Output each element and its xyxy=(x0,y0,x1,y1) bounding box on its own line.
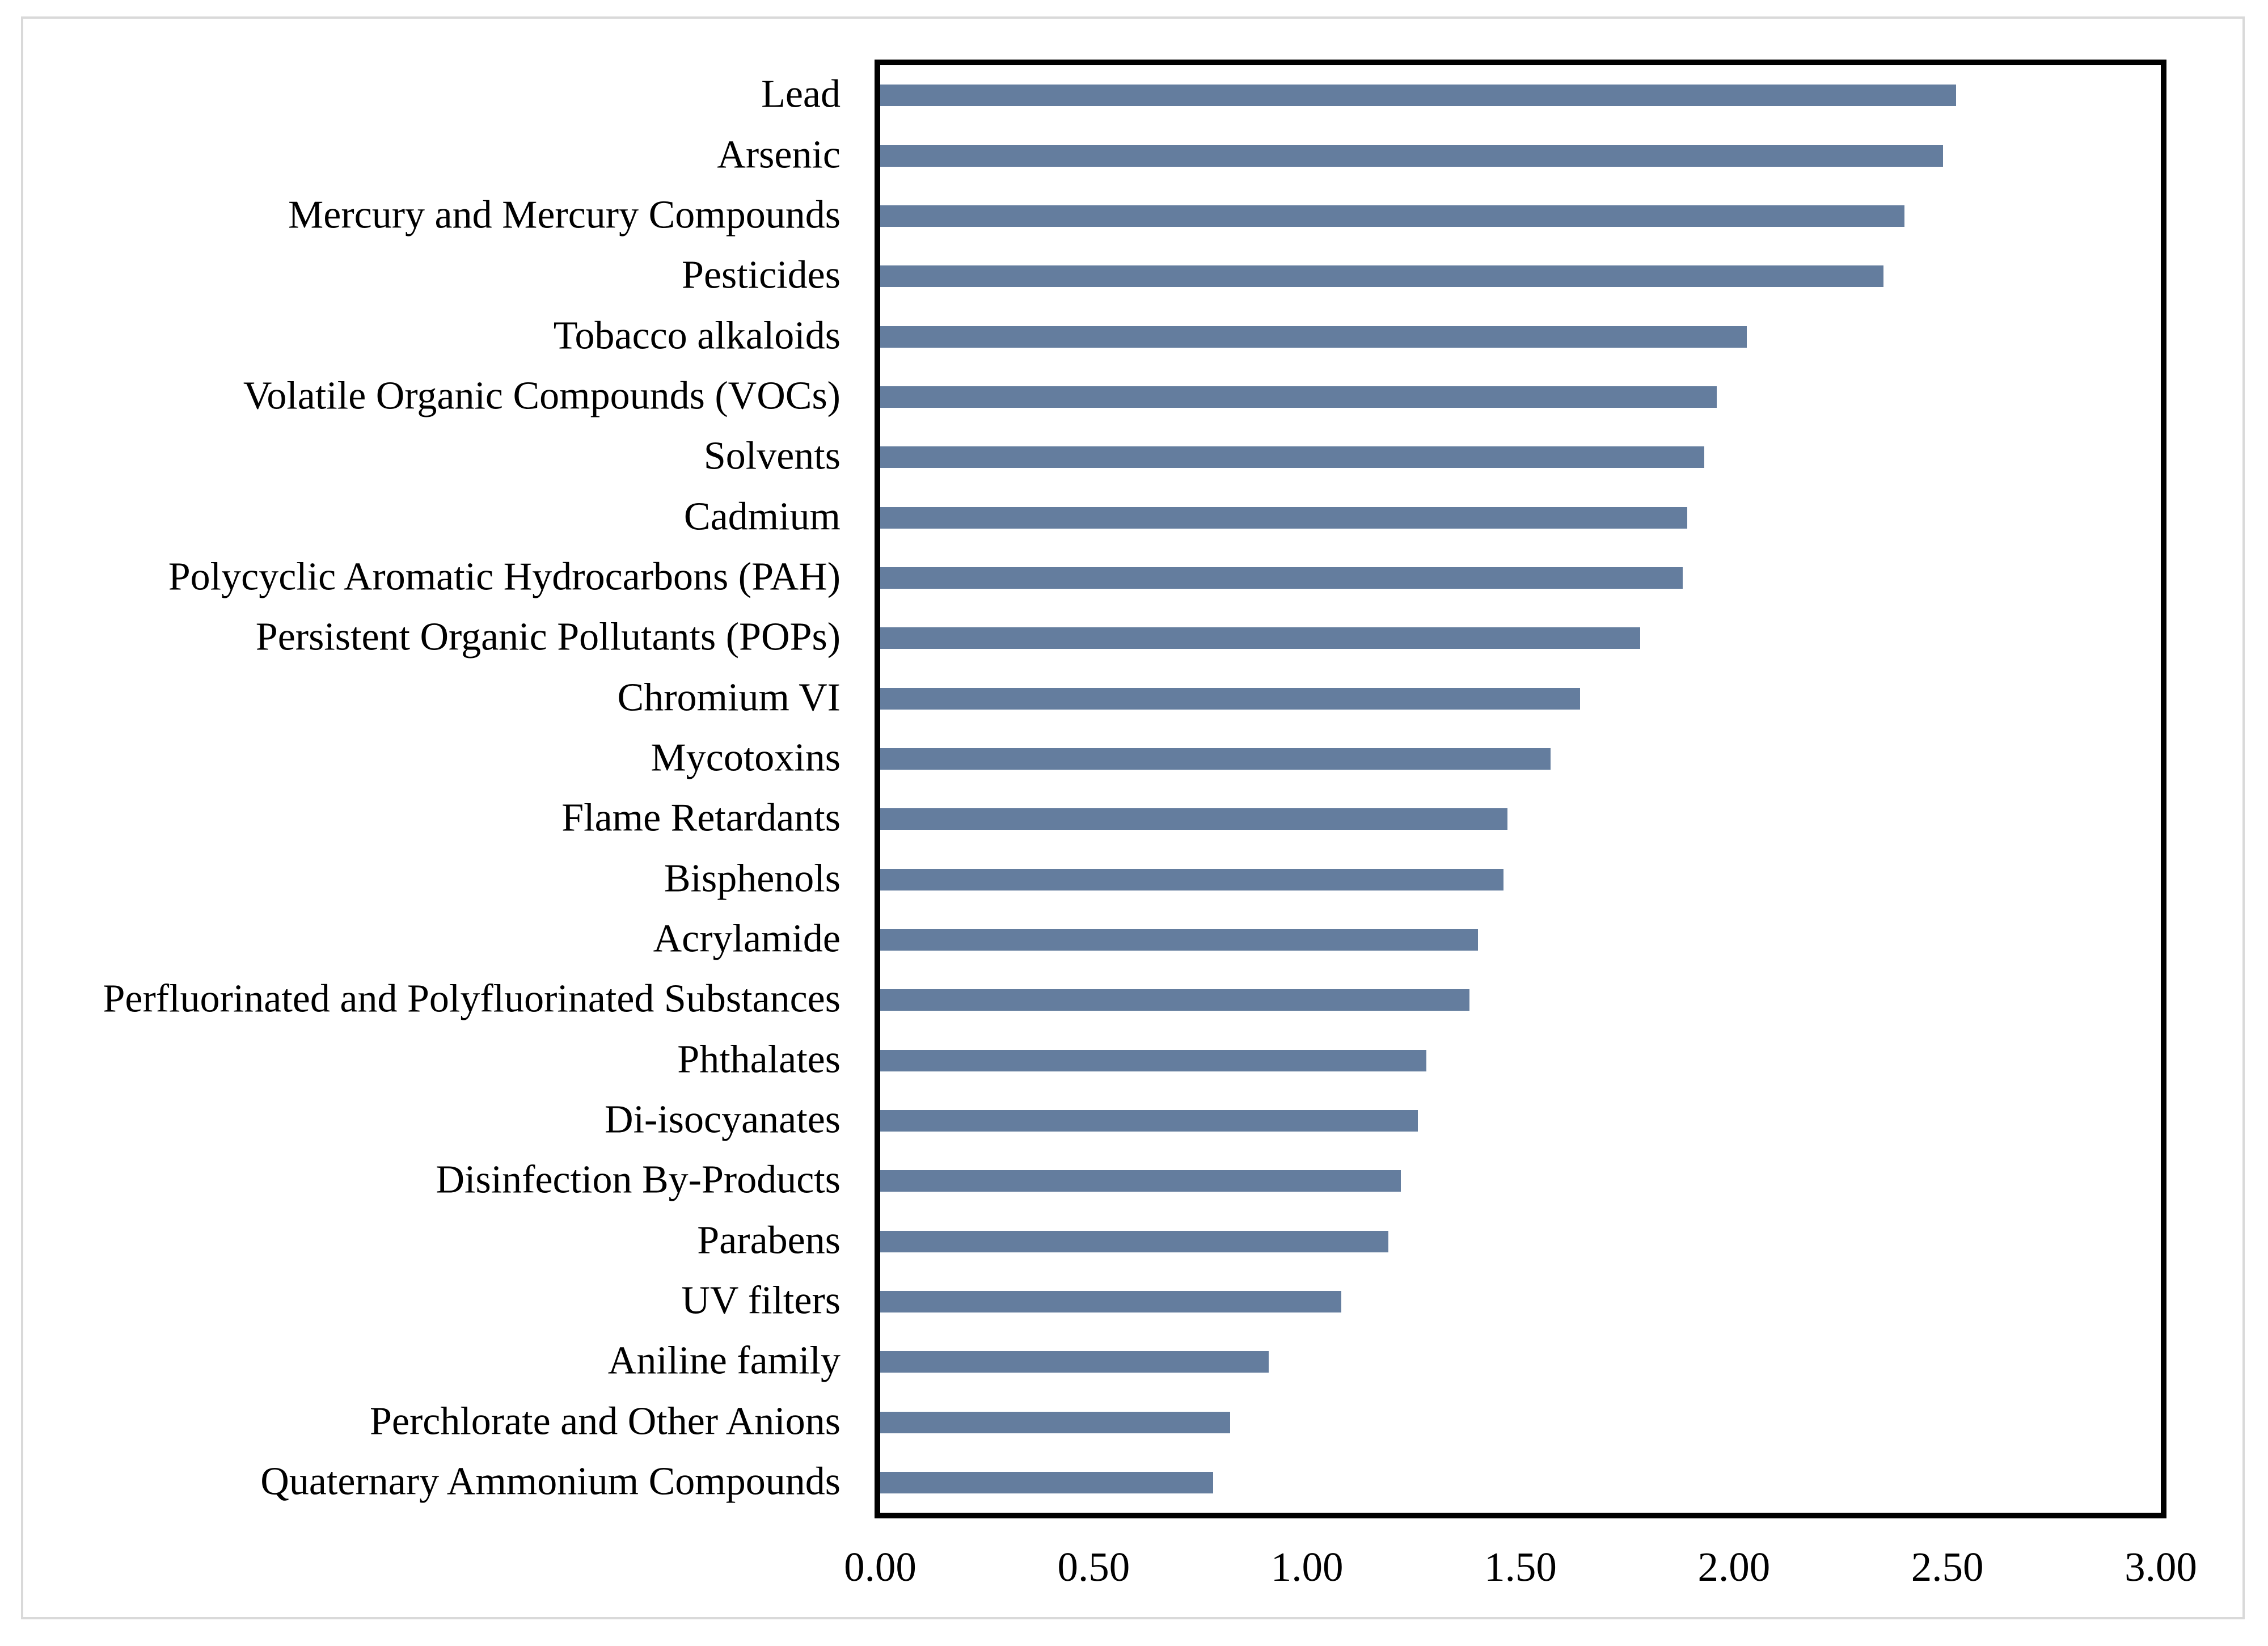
bar xyxy=(880,1230,1388,1252)
category-label: Di-isocyanates xyxy=(605,1098,841,1142)
bar xyxy=(880,1471,1214,1493)
category-label: Quaternary Ammonium Compounds xyxy=(260,1459,841,1504)
bar xyxy=(880,868,1503,890)
x-tick-label: 2.50 xyxy=(1911,1544,1984,1590)
bar xyxy=(880,1109,1418,1132)
bar xyxy=(880,145,1944,167)
category-label: Perfluorinated and Polyfluorinated Subst… xyxy=(103,977,841,1021)
bar xyxy=(880,205,1905,227)
bar xyxy=(880,748,1551,770)
x-tick-label: 1.50 xyxy=(1484,1544,1557,1590)
category-label: Flame Retardants xyxy=(561,796,841,840)
bar xyxy=(880,1411,1231,1433)
bar xyxy=(880,507,1687,529)
bar xyxy=(880,808,1508,830)
category-label: Phthalates xyxy=(677,1037,841,1082)
bar xyxy=(880,627,1640,649)
category-label: Volatile Organic Compounds (VOCs) xyxy=(243,374,841,418)
plot-area xyxy=(875,60,2166,1518)
category-label: Persistent Organic Pollutants (POPs) xyxy=(255,615,841,659)
bar xyxy=(880,446,1704,469)
category-label: UV filters xyxy=(681,1278,841,1323)
category-label: Lead xyxy=(761,72,841,116)
bar xyxy=(880,928,1478,951)
bar xyxy=(880,265,1883,288)
category-label: Polycyclic Aromatic Hydrocarbons (PAH) xyxy=(168,555,841,599)
category-label: Mycotoxins xyxy=(651,736,841,780)
bar xyxy=(880,567,1683,589)
category-label: Perchlorate and Other Anions xyxy=(369,1399,841,1444)
bar xyxy=(880,1351,1269,1373)
bar xyxy=(880,687,1581,710)
x-tick-label: 0.50 xyxy=(1057,1544,1130,1590)
category-label: Bisphenols xyxy=(664,856,841,901)
category-label: Disinfection By-Products xyxy=(436,1158,841,1202)
category-label: Chromium VI xyxy=(617,676,841,720)
bar xyxy=(880,1170,1401,1192)
bar xyxy=(880,1049,1427,1071)
bar xyxy=(880,386,1717,408)
bar xyxy=(880,1290,1341,1312)
x-tick-label: 2.00 xyxy=(1697,1544,1771,1590)
category-label: Tobacco alkaloids xyxy=(553,314,841,358)
category-label: Arsenic xyxy=(717,133,841,177)
category-label: Acrylamide xyxy=(653,917,841,961)
x-tick-label: 3.00 xyxy=(2125,1544,2197,1590)
category-label: Pesticides xyxy=(682,253,841,297)
x-tick-label: 0.00 xyxy=(844,1544,917,1590)
bar xyxy=(880,326,1747,348)
category-label: Parabens xyxy=(697,1218,841,1263)
category-label: Mercury and Mercury Compounds xyxy=(288,193,841,237)
category-label: Cadmium xyxy=(683,495,841,539)
bar xyxy=(880,85,1956,107)
x-tick-label: 1.00 xyxy=(1270,1544,1344,1590)
category-label: Solvents xyxy=(703,434,841,478)
category-label: Aniline family xyxy=(607,1339,841,1383)
bar xyxy=(880,989,1469,1011)
